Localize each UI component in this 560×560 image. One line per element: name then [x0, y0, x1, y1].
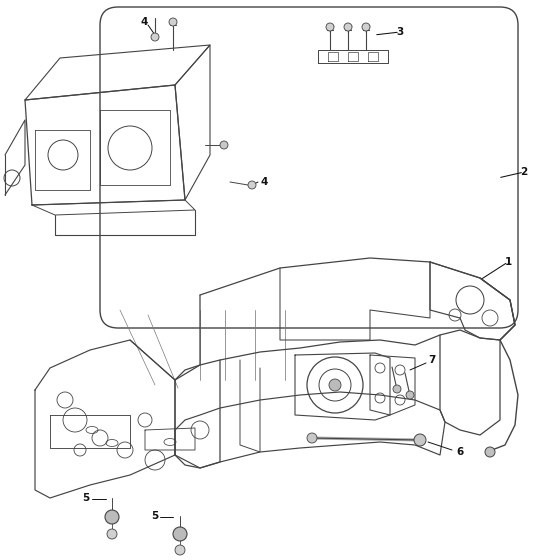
Text: 6: 6 [456, 447, 464, 457]
Circle shape [406, 391, 414, 399]
Circle shape [220, 141, 228, 149]
Text: 4: 4 [260, 177, 268, 187]
Text: 3: 3 [396, 27, 404, 37]
Text: 5: 5 [82, 493, 90, 503]
Circle shape [107, 529, 117, 539]
Circle shape [362, 23, 370, 31]
Circle shape [414, 434, 426, 446]
Text: 2: 2 [520, 167, 528, 177]
Circle shape [151, 33, 159, 41]
Circle shape [307, 433, 317, 443]
Circle shape [326, 23, 334, 31]
Circle shape [344, 23, 352, 31]
Circle shape [329, 379, 341, 391]
Circle shape [485, 447, 495, 457]
Text: 5: 5 [151, 511, 158, 521]
Circle shape [105, 510, 119, 524]
Text: 1: 1 [505, 257, 512, 267]
Circle shape [169, 18, 177, 26]
Text: 7: 7 [428, 355, 436, 365]
Text: 4: 4 [141, 17, 148, 27]
Circle shape [173, 527, 187, 541]
Circle shape [248, 181, 256, 189]
Circle shape [175, 545, 185, 555]
Circle shape [393, 385, 401, 393]
